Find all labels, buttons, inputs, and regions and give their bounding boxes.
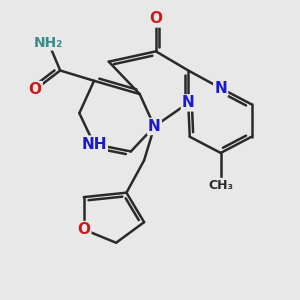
Text: O: O [29, 82, 42, 97]
Text: NH₂: NH₂ [34, 35, 63, 50]
Text: O: O [77, 222, 90, 237]
Text: O: O [149, 11, 162, 26]
Text: N: N [148, 119, 161, 134]
Text: NH: NH [81, 136, 107, 152]
Text: N: N [214, 81, 227, 96]
Text: N: N [182, 95, 195, 110]
Text: CH₃: CH₃ [208, 179, 233, 192]
